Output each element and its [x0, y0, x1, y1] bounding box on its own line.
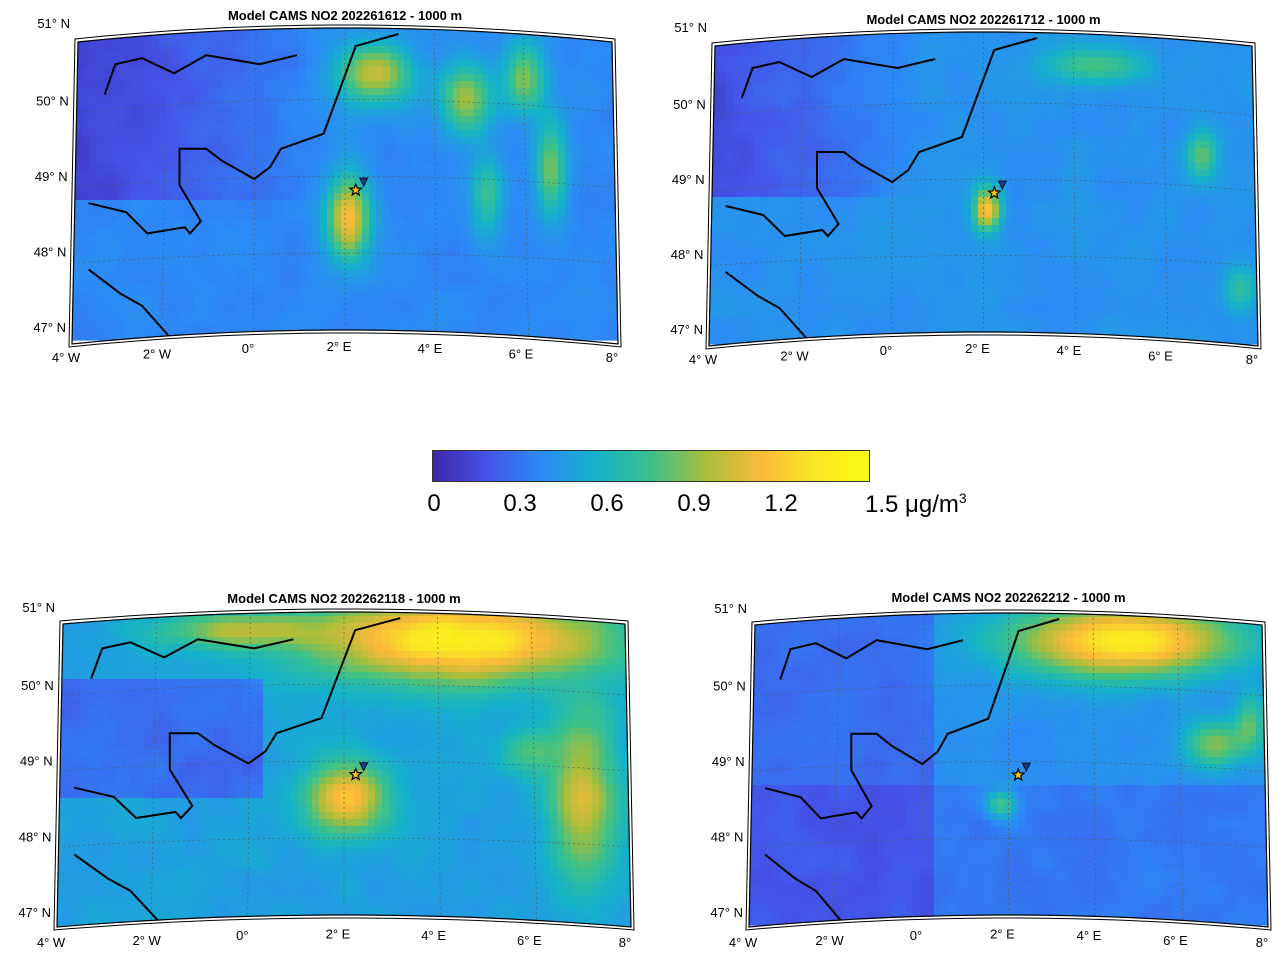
lon-label: 2° W: [815, 933, 844, 948]
lon-label: 2° W: [780, 349, 809, 364]
paris-star-icon: [348, 182, 363, 197]
lat-label: 48° N: [711, 830, 744, 845]
station-triangle-icon: [997, 180, 1007, 190]
station-triangle-icon: [359, 762, 369, 772]
colorbar-tick-0: 0: [427, 490, 441, 517]
lat-label: 47° N: [33, 320, 66, 335]
station-triangle-icon: [359, 177, 369, 187]
map-panel-2: Model CAMS NO2 202261712 - 1000 m 51° N 50…: [642, 2, 1282, 382]
lat-label: 50° N: [673, 97, 706, 112]
lon-label: 2° E: [326, 927, 351, 942]
lon-label: 0°: [242, 341, 254, 356]
lon-label: 6° E: [1148, 349, 1173, 364]
map-frame-outer: [705, 28, 1262, 350]
lon-label: 2° E: [990, 927, 1015, 942]
map-frame: [56, 611, 632, 928]
colorbar-tick-4: 1.2: [764, 490, 798, 517]
lon-label: 4° W: [37, 935, 66, 950]
map-title: Model CAMS NO2 202261712 - 1000 m: [866, 12, 1100, 27]
colorbar-tick-5: 1.5 μg/m3: [865, 490, 967, 519]
lon-label: 2° E: [327, 339, 352, 354]
lon-label: 2° W: [143, 347, 172, 362]
map-svg-4: Model CAMS NO2 202262212 - 1000 m 51° N 50…: [710, 590, 1272, 950]
coastline-borders: [88, 33, 399, 337]
colorbar-unit: μg/m: [905, 491, 959, 518]
map-frame-outer: [68, 24, 622, 348]
lat-label: 47° N: [710, 905, 743, 920]
lat-label: 48° N: [671, 247, 704, 262]
map-frame: [708, 31, 1259, 347]
coastline-borders: [73, 617, 401, 922]
station-triangle-icon: [1021, 762, 1031, 772]
map-graticule: [77, 28, 613, 336]
lat-label: 49° N: [20, 754, 53, 769]
lon-label: 0°: [236, 928, 248, 943]
lat-label: 50° N: [21, 678, 54, 693]
lat-label: 49° N: [35, 169, 68, 184]
lon-label: 2° E: [965, 341, 990, 356]
map-frame: [71, 27, 619, 345]
lat-label: 48° N: [34, 245, 67, 260]
lon-label: 8°: [1256, 935, 1268, 950]
colorbar-tick-last: 1.5: [865, 491, 899, 518]
map-heatmap: [57, 612, 631, 927]
lat-label: 48° N: [19, 829, 52, 844]
lat-label: 51° N: [674, 20, 707, 35]
lat-label: 50° N: [713, 679, 746, 694]
lat-label: 51° N: [714, 601, 747, 616]
map-frame-outer: [745, 609, 1272, 931]
lon-label: 4° W: [729, 935, 758, 950]
map-title: Model CAMS NO2 202262118 - 1000 m: [227, 591, 460, 606]
paris-star-icon: [1010, 767, 1026, 782]
map-graticule: [62, 612, 626, 921]
coastline-borders: [764, 618, 1060, 922]
colorbar: 0 0.3 0.6 0.9 1.2 1.5 μg/m3: [427, 450, 972, 530]
lon-label: 4° E: [421, 928, 446, 943]
lon-label: 4° W: [52, 350, 81, 365]
map-title: Model CAMS NO2 202261612 - 1000 m: [228, 8, 462, 23]
lat-label: 51° N: [22, 600, 55, 615]
lat-label: 47° N: [18, 905, 51, 920]
map-svg-2: Model CAMS NO2 202261712 - 1000 m 51° N 50…: [670, 12, 1262, 367]
lon-label: 8°: [1246, 352, 1258, 367]
lon-label: 6° E: [1163, 933, 1188, 948]
lon-label: 6° E: [509, 347, 534, 362]
lon-label: 4° W: [689, 352, 718, 367]
colorbar-tick-1: 0.3: [503, 490, 537, 517]
lon-label: 0°: [880, 343, 892, 358]
colorbar-tick-3: 0.9: [677, 490, 711, 517]
paris-star-icon: [348, 766, 363, 781]
colorbar-tick-2: 0.6: [590, 490, 624, 517]
lon-label: 8°: [619, 935, 631, 950]
map-frame: [748, 612, 1269, 928]
lon-label: 6° E: [517, 933, 542, 948]
map-graticule: [754, 613, 1263, 921]
map-svg-3: Model CAMS NO2 202262118 - 1000 m 51° N 50…: [18, 591, 635, 950]
lon-label: 8°: [606, 350, 618, 365]
map-title: Model CAMS NO2 202262212 - 1000 m: [891, 590, 1125, 605]
lon-label: 4° E: [418, 341, 443, 356]
lon-label: 4° E: [1057, 343, 1082, 358]
lat-label: 50° N: [36, 94, 69, 109]
map-svg-1: Model CAMS NO2 202261612 - 1000 m 51° N 50…: [33, 8, 622, 365]
map-panel-1: Model CAMS NO2 202261612 - 1000 m 51° N 50…: [2, 2, 642, 382]
lat-label: 47° N: [670, 322, 703, 337]
lat-label: 49° N: [712, 754, 745, 769]
coastline-borders: [725, 37, 1038, 339]
map-heatmap: [709, 32, 1258, 345]
lon-label: 0°: [910, 928, 922, 943]
map-panel-4: Model CAMS NO2 202262212 - 1000 m 51° N 50…: [642, 588, 1282, 968]
map-heatmap: [749, 613, 1268, 926]
lon-label: 2° W: [133, 933, 162, 948]
map-panel-3: Model CAMS NO2 202262118 - 1000 m 51° N 50…: [2, 588, 642, 968]
colorbar-gradient: [432, 450, 870, 482]
map-graticule: [714, 32, 1253, 338]
lat-label: 49° N: [672, 172, 705, 187]
lat-label: 51° N: [37, 16, 70, 31]
map-frame-outer: [53, 608, 635, 931]
lon-label: 4° E: [1077, 928, 1102, 943]
colorbar-unit-sup: 3: [958, 490, 967, 506]
paris-star-icon: [987, 185, 1002, 200]
